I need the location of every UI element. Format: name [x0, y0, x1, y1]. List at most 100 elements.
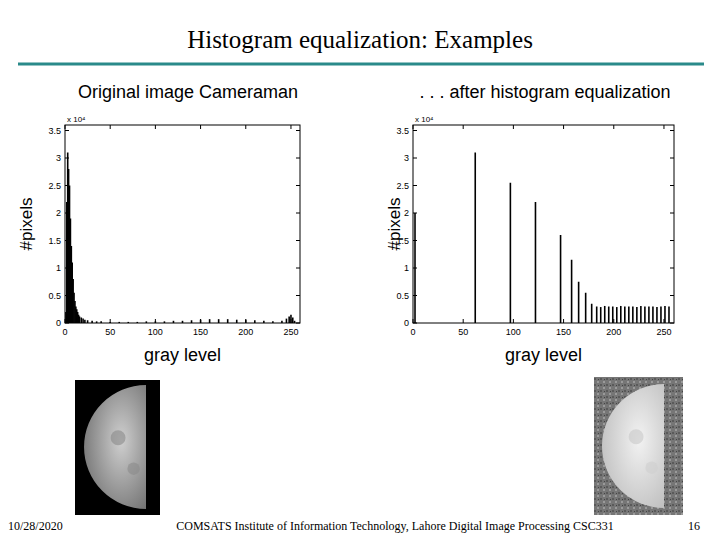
histogram-stem: [272, 321, 274, 323]
histogram-stem: [164, 321, 166, 323]
histogram-stem: [80, 318, 82, 324]
histogram-stem: [69, 186, 71, 324]
y-axis-label: #pixels: [17, 198, 36, 251]
x-tick-label: 0: [62, 327, 67, 337]
histogram-chart: Original image Cameraman00.511.522.533.5…: [17, 82, 300, 365]
histogram-stem: [560, 235, 562, 323]
histogram-stem: [571, 260, 573, 323]
histogram-stem: [656, 307, 658, 323]
histogram-stem: [286, 319, 288, 323]
histogram-stem: [218, 319, 220, 323]
histogram-stem: [227, 319, 229, 323]
histogram-stem: [604, 306, 606, 323]
image-content: [75, 380, 160, 515]
slide: Histogram equalization: ExamplesOriginal…: [0, 0, 720, 540]
histogram-stem: [591, 304, 593, 323]
histogram-stem: [660, 307, 662, 324]
histogram-stem: [668, 307, 670, 324]
x-tick: [155, 125, 156, 129]
histogram-stem: [294, 321, 296, 323]
histogram-stem: [87, 320, 89, 323]
image-background: [594, 377, 683, 515]
y-tick: [296, 130, 300, 131]
histogram-stem: [644, 307, 646, 324]
histogram-stem: [84, 320, 86, 323]
histogram-stem: [612, 307, 614, 324]
histogram-stem: [74, 301, 76, 323]
y-tick: [413, 185, 417, 186]
histogram-stem: [636, 307, 638, 323]
y-tick-label: 3.5: [48, 126, 61, 136]
histogram-stem: [664, 306, 666, 323]
image-content: [594, 377, 683, 515]
histogram-stem: [75, 307, 77, 324]
y-tick: [670, 268, 674, 269]
y-tick: [296, 295, 300, 296]
y-tick-label: 0: [56, 318, 61, 328]
x-tick: [613, 125, 614, 129]
histogram-stem: [209, 319, 211, 323]
histogram-stem: [632, 307, 634, 324]
histogram-stem: [236, 320, 238, 323]
plot-frame: [413, 125, 674, 323]
histogram-stem: [191, 320, 193, 323]
y-tick: [296, 268, 300, 269]
x-tick-label: 150: [193, 327, 208, 337]
histogram-stem: [290, 315, 292, 323]
histogram-stem: [600, 307, 602, 323]
histogram-stem: [79, 316, 81, 323]
histogram-stem: [292, 318, 294, 324]
footer-date: 10/28/2020: [8, 519, 63, 533]
histogram-stem: [72, 279, 74, 323]
histogram-stem: [624, 307, 626, 324]
histogram-stem: [73, 293, 75, 323]
axis-multiplier: x 10⁴: [67, 115, 86, 124]
histogram-stem: [628, 307, 630, 324]
histogram-stem: [182, 321, 184, 323]
x-tick: [65, 125, 66, 129]
y-tick-label: 3: [56, 153, 61, 163]
moon-crater: [629, 429, 644, 444]
histogram-stem: [414, 213, 416, 323]
histogram-stem: [82, 319, 84, 323]
histogram-stem: [76, 309, 78, 323]
image-background: [75, 380, 160, 515]
y-tick: [296, 240, 300, 241]
x-tick: [110, 319, 111, 323]
x-tick: [155, 319, 156, 323]
x-tick: [463, 319, 464, 323]
y-tick-label: 1: [56, 263, 61, 273]
y-tick: [296, 323, 300, 324]
y-tick: [670, 185, 674, 186]
y-tick-label: 0.5: [396, 291, 409, 301]
histogram-stem: [200, 320, 202, 323]
slide-canvas: Histogram equalization: ExamplesOriginal…: [0, 0, 720, 540]
slide-title: Histogram equalization: Examples: [187, 26, 533, 53]
x-tick: [245, 125, 246, 129]
image-noise: [594, 377, 683, 515]
x-tick: [110, 125, 111, 129]
moon-disc: [84, 385, 146, 509]
histogram-stem: [91, 321, 93, 323]
histogram-stem: [100, 321, 102, 323]
x-tick: [413, 319, 414, 323]
histogram-stem: [652, 307, 654, 324]
y-tick: [670, 130, 674, 131]
moon-crater: [111, 430, 126, 445]
chart-title: . . . after histogram equalization: [419, 82, 670, 102]
histogram-stem: [281, 321, 283, 323]
histogram-stem: [173, 321, 175, 323]
histogram-stem: [620, 306, 622, 323]
x-tick: [413, 125, 414, 129]
histogram-stem: [510, 183, 512, 323]
y-tick-label: 2.5: [48, 181, 61, 191]
histogram-stem: [137, 322, 139, 323]
page-number: 16: [688, 519, 700, 533]
y-tick-label: 3.5: [396, 126, 409, 136]
y-tick-label: 1.5: [48, 236, 61, 246]
histogram-stem: [71, 263, 73, 324]
histogram-chart: . . . after histogram equalization00.511…: [385, 82, 674, 365]
y-tick: [670, 295, 674, 296]
histogram-stem: [67, 153, 69, 324]
histogram-stem: [155, 321, 157, 323]
